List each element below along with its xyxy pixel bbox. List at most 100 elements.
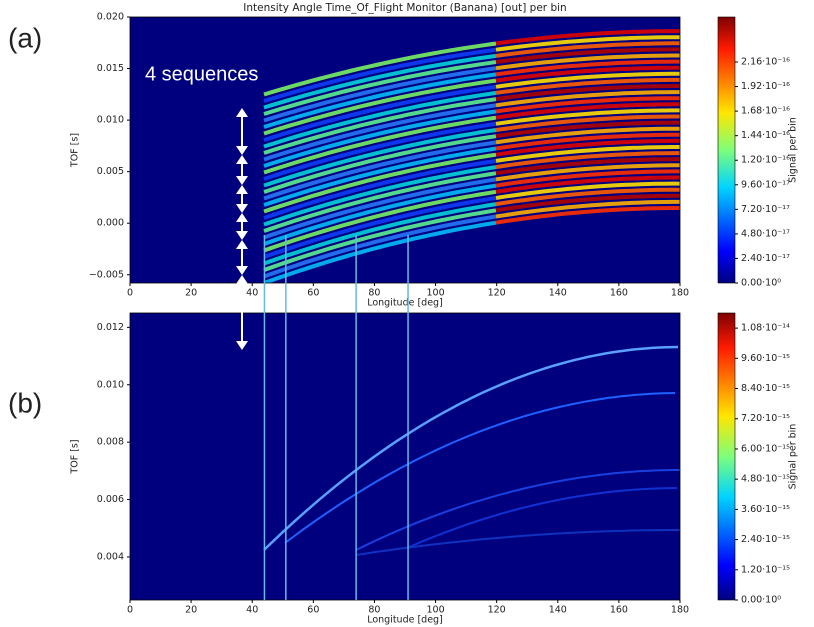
heatmap-band (495, 35, 680, 52)
heatmap-band (495, 181, 680, 200)
y-tick-label: 0.000 (97, 218, 124, 229)
colorbar (717, 312, 736, 601)
heatmap-band (495, 132, 680, 151)
heatmap-band (263, 90, 497, 149)
heatmap-band (495, 157, 680, 176)
y-tick-label: 0.005 (97, 166, 124, 177)
colorbar-tick-label: 1.08·10⁻¹⁴ (741, 323, 790, 334)
colorbar-tick-label: 9.60·10⁻¹⁷ (741, 179, 790, 190)
heatmap-band (495, 29, 680, 46)
colorbar-label: Signal per bin (788, 117, 799, 183)
y-tick-label: 0.008 (97, 437, 124, 448)
x-tick-label: 140 (549, 288, 567, 299)
colorbar-tick-label: 7.20·10⁻¹⁵ (741, 413, 790, 424)
x-tick-label: 40 (246, 605, 258, 616)
x-tick-label: 160 (610, 605, 628, 616)
sequence-arrows (236, 108, 248, 350)
y-tick-label: 0.020 (97, 12, 124, 23)
heatmap-band (495, 169, 680, 188)
x-tick-label: 60 (307, 288, 319, 299)
heatmap-band (263, 171, 497, 233)
heatmap-band (355, 529, 680, 556)
colorbar-tick-label: 1.44·10⁻¹⁶ (741, 130, 790, 141)
arrow-head (236, 155, 248, 164)
x-tick-label: 160 (610, 288, 628, 299)
heatmap-band (495, 120, 680, 139)
heatmap-band (263, 128, 497, 188)
arrow-head (236, 231, 248, 240)
x-tick-label: 0 (127, 288, 133, 299)
heatmap-band (263, 60, 497, 116)
heatmap-band (284, 392, 676, 544)
colorbar-tick-label: 7.20·10⁻¹⁷ (741, 204, 790, 215)
heatmap-band (263, 134, 497, 194)
heatmap-band (495, 206, 680, 225)
y-tick-label: 0.010 (97, 115, 124, 126)
heatmap-band (495, 77, 680, 95)
heatmap-band (263, 196, 497, 259)
heatmap-band (263, 47, 497, 103)
colorbar-tick-label: 1.92·10⁻¹⁶ (741, 81, 790, 92)
y-axis-label: TOF [s] (70, 439, 81, 474)
colorbar-tick-label: 6.00·10⁻¹⁵ (741, 443, 790, 454)
heatmap-band (263, 146, 497, 207)
colorbar-tick-label: 8.40·10⁻¹⁵ (741, 383, 790, 394)
x-tick-label: 120 (488, 605, 506, 616)
heatmap-band (263, 41, 497, 97)
heatmap-band (495, 163, 680, 182)
y-tick-label: 0.004 (97, 551, 124, 562)
colorbar-tick-label: 3.60·10⁻¹⁵ (741, 504, 790, 515)
heatmap-band (263, 189, 497, 253)
heatmap-background (130, 313, 680, 600)
x-tick-label: 40 (246, 288, 258, 299)
heatmap-band (495, 90, 680, 108)
heatmap-band (263, 78, 497, 136)
x-tick-label: 0 (127, 605, 133, 616)
colorbar-tick-label: 1.68·10⁻¹⁶ (741, 106, 790, 117)
heatmap-band (495, 145, 680, 163)
heatmap-band (263, 345, 679, 551)
heatmap-band (263, 84, 497, 142)
heatmap-band (263, 214, 497, 279)
heatmap-band (495, 138, 680, 157)
colorbar-tick-label: 2.40·10⁻¹⁷ (741, 253, 790, 264)
arrow-head (236, 213, 248, 222)
heatmap-band (495, 151, 680, 170)
arrow-head (236, 146, 248, 155)
heatmap-band (495, 71, 680, 89)
heatmap-band (355, 469, 680, 551)
arrow-head (236, 266, 248, 275)
y-tick-label: 0.012 (97, 322, 124, 333)
heatmap-band (263, 152, 497, 214)
heatmap-band (263, 177, 497, 240)
heatmap-band (495, 65, 680, 83)
colorbar-tick-label: 1.20·10⁻¹⁵ (741, 564, 790, 575)
heatmap-band (263, 97, 497, 155)
heatmap-band (263, 121, 497, 181)
heatmap-band (495, 187, 680, 207)
heatmap-band (495, 175, 680, 194)
arrow-head (236, 176, 248, 185)
plot-frame (129, 16, 681, 284)
y-tick-label: −0.005 (89, 269, 124, 280)
arrow-head (236, 204, 248, 213)
heatmap-band (495, 47, 680, 64)
heatmap-band (495, 53, 680, 71)
heatmap-band (495, 59, 680, 77)
heatmap-band (263, 115, 497, 175)
y-tick-label: 0.015 (97, 63, 124, 74)
heatmap-band (263, 165, 497, 227)
heatmap-band (263, 220, 497, 283)
arrow-head (236, 185, 248, 194)
x-tick-label: 120 (488, 288, 506, 299)
heatmap-band (263, 183, 497, 246)
x-tick-label: 20 (185, 288, 197, 299)
arrow-head (236, 108, 248, 117)
colorbar-tick-label: 4.80·10⁻¹⁷ (741, 228, 790, 239)
x-tick-label: 140 (549, 605, 567, 616)
x-axis-label: Longitude [deg] (367, 615, 443, 626)
y-axis-label: TOF [s] (70, 133, 81, 168)
heatmap-pattern (263, 345, 680, 556)
heatmap-band (495, 193, 680, 213)
